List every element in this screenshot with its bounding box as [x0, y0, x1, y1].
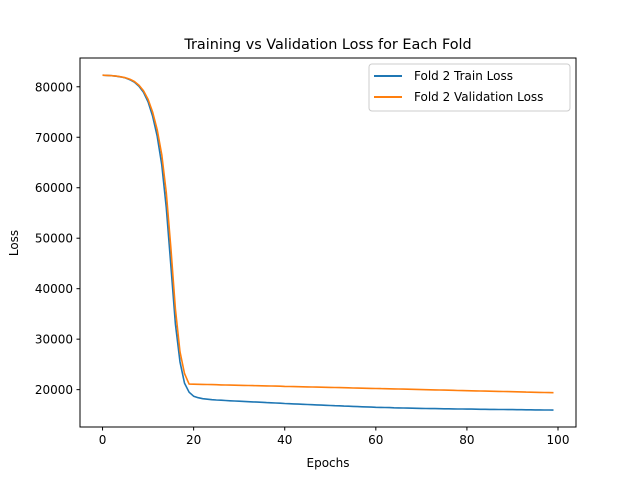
legend-box	[368, 63, 571, 112]
y-tick-label: 80000	[35, 80, 73, 94]
y-tick-label: 60000	[35, 181, 73, 195]
y-tick-label: 50000	[35, 232, 73, 246]
validation-loss-line	[102, 74, 554, 394]
plot-frame	[79, 57, 577, 428]
chart-title: Training vs Validation Loss for Each Fol…	[183, 37, 471, 53]
legend-label-train: Fold 2 Train Loss	[414, 69, 513, 83]
train-loss-line	[102, 74, 554, 411]
y-tick-label: 40000	[35, 282, 73, 296]
legend-label-validation: Fold 2 Validation Loss	[414, 90, 543, 104]
y-tick-label: 30000	[35, 333, 73, 347]
x-axis-label: Epochs	[307, 456, 350, 470]
x-tick-label: 40	[277, 433, 292, 447]
x-tick-label: 80	[459, 433, 474, 447]
y-tick-label: 20000	[35, 383, 73, 397]
legend: Fold 2 Train Loss Fold 2 Validation Loss	[368, 63, 571, 112]
x-tick-label: 20	[186, 433, 201, 447]
x-tick-label: 0	[99, 433, 107, 447]
y-tick-label: 70000	[35, 131, 73, 145]
x-tick-label: 100	[547, 433, 570, 447]
x-tick-label: 60	[368, 433, 383, 447]
y-axis-label: Loss	[7, 230, 21, 256]
